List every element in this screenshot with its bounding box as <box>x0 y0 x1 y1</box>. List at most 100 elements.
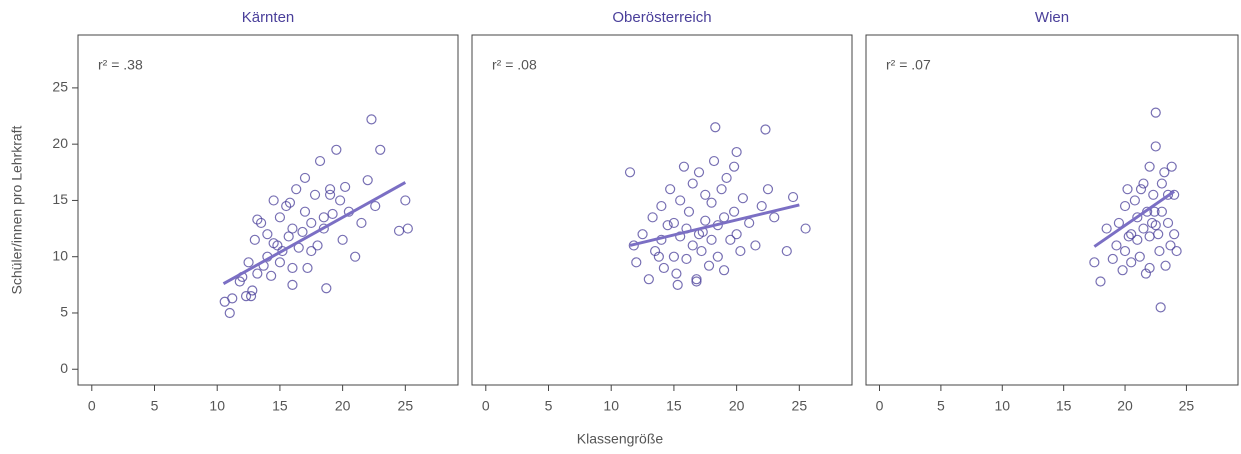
point <box>1149 206 1160 217</box>
x-tick-label: 25 <box>792 398 808 414</box>
point <box>681 253 692 265</box>
point <box>1144 161 1155 172</box>
point <box>800 223 811 234</box>
x-tick-label: 20 <box>729 398 745 414</box>
panel <box>77 34 459 386</box>
point <box>287 223 298 234</box>
point <box>703 260 715 271</box>
point <box>691 276 702 287</box>
x-tick-label: 10 <box>209 398 225 414</box>
point <box>1154 245 1165 257</box>
point <box>1165 240 1176 251</box>
point <box>1150 107 1161 118</box>
point <box>658 262 669 274</box>
point <box>624 167 636 178</box>
panel <box>865 34 1239 386</box>
point <box>712 251 723 262</box>
point <box>1153 229 1164 240</box>
point <box>375 144 386 155</box>
y-axis-label: Schüler/innen pro Lehrkraft <box>9 125 25 294</box>
point <box>1140 268 1152 279</box>
point <box>750 240 761 251</box>
point <box>756 200 767 212</box>
point <box>274 212 286 223</box>
point <box>331 144 342 155</box>
point <box>252 268 263 279</box>
point <box>1144 231 1155 242</box>
point <box>268 238 279 249</box>
point <box>1111 240 1122 251</box>
y-tick-label: 20 <box>52 135 68 151</box>
point <box>668 251 680 262</box>
point <box>653 251 664 262</box>
point <box>744 217 755 229</box>
point <box>716 184 727 195</box>
x-tick-label: 20 <box>335 398 351 414</box>
point <box>314 155 326 167</box>
point <box>247 285 258 296</box>
point <box>1162 189 1174 200</box>
point <box>1138 178 1149 189</box>
point <box>693 167 705 178</box>
point <box>691 274 702 285</box>
y-tick-label: 25 <box>52 79 68 95</box>
point <box>700 215 711 226</box>
point <box>1126 229 1137 240</box>
point <box>678 161 690 172</box>
point <box>318 223 329 234</box>
point <box>718 212 730 223</box>
point <box>647 212 658 223</box>
point <box>227 293 238 304</box>
point <box>256 217 267 229</box>
point <box>1117 265 1128 276</box>
point <box>302 262 313 274</box>
point <box>297 226 308 238</box>
point <box>1126 257 1137 268</box>
point <box>683 206 695 217</box>
x-tick-label: 10 <box>603 398 619 414</box>
point <box>656 200 667 212</box>
point <box>324 184 336 195</box>
point <box>249 234 260 245</box>
point <box>1150 141 1161 152</box>
x-tick-label: 20 <box>1117 398 1133 414</box>
y-tick-label: 15 <box>52 191 68 207</box>
point <box>1160 260 1171 271</box>
point <box>696 245 707 257</box>
point <box>262 229 273 240</box>
point <box>687 240 698 251</box>
point <box>1159 167 1170 178</box>
annotation: r² = .38 <box>98 57 143 73</box>
point <box>643 274 654 285</box>
point <box>721 172 732 184</box>
point <box>1089 257 1100 268</box>
x-tick-label: 5 <box>545 398 553 414</box>
point <box>731 229 742 240</box>
point <box>393 225 405 236</box>
x-tick-label: 15 <box>1056 398 1072 414</box>
point <box>662 220 673 231</box>
point <box>781 245 792 257</box>
point <box>1135 184 1147 195</box>
point <box>274 257 286 268</box>
point <box>1148 189 1159 200</box>
point <box>291 184 302 195</box>
point <box>737 193 748 204</box>
point <box>725 234 736 245</box>
point <box>628 240 639 251</box>
point <box>1132 234 1143 245</box>
point <box>1155 302 1166 313</box>
x-axis-label: Klassengröße <box>577 431 664 447</box>
point <box>1107 253 1118 265</box>
panel-title: Wien <box>1035 9 1069 26</box>
y-tick-label: 10 <box>52 247 68 263</box>
point <box>1138 223 1149 234</box>
point <box>362 175 373 186</box>
point <box>287 279 298 290</box>
x-tick-label: 10 <box>994 398 1010 414</box>
y-tick-label: 0 <box>60 360 68 376</box>
point <box>1171 245 1182 257</box>
point <box>687 178 698 189</box>
x-tick-label: 5 <box>151 398 159 414</box>
x-tick-label: 0 <box>482 398 490 414</box>
